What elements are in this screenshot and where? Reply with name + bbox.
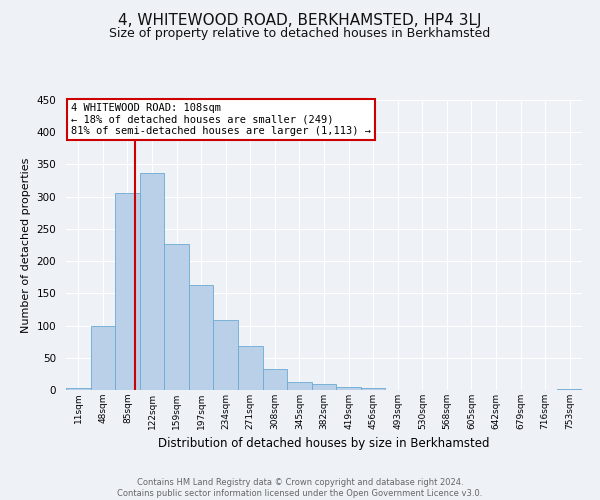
Text: Contains HM Land Registry data © Crown copyright and database right 2024.
Contai: Contains HM Land Registry data © Crown c… xyxy=(118,478,482,498)
Bar xyxy=(164,244,189,390)
Y-axis label: Number of detached properties: Number of detached properties xyxy=(21,158,31,332)
Bar xyxy=(214,320,238,390)
Bar xyxy=(91,326,115,390)
Bar xyxy=(336,387,361,390)
Bar xyxy=(115,194,140,390)
Bar xyxy=(263,368,287,390)
Text: 4, WHITEWOOD ROAD, BERKHAMSTED, HP4 3LJ: 4, WHITEWOOD ROAD, BERKHAMSTED, HP4 3LJ xyxy=(118,12,482,28)
Bar xyxy=(66,388,91,390)
Text: 4 WHITEWOOD ROAD: 108sqm
← 18% of detached houses are smaller (249)
81% of semi-: 4 WHITEWOOD ROAD: 108sqm ← 18% of detach… xyxy=(71,103,371,136)
Bar xyxy=(140,174,164,390)
X-axis label: Distribution of detached houses by size in Berkhamsted: Distribution of detached houses by size … xyxy=(158,438,490,450)
Bar xyxy=(312,384,336,390)
Bar xyxy=(238,346,263,390)
Bar xyxy=(361,388,385,390)
Text: Size of property relative to detached houses in Berkhamsted: Size of property relative to detached ho… xyxy=(109,28,491,40)
Bar xyxy=(557,388,582,390)
Bar xyxy=(287,382,312,390)
Bar xyxy=(189,285,214,390)
